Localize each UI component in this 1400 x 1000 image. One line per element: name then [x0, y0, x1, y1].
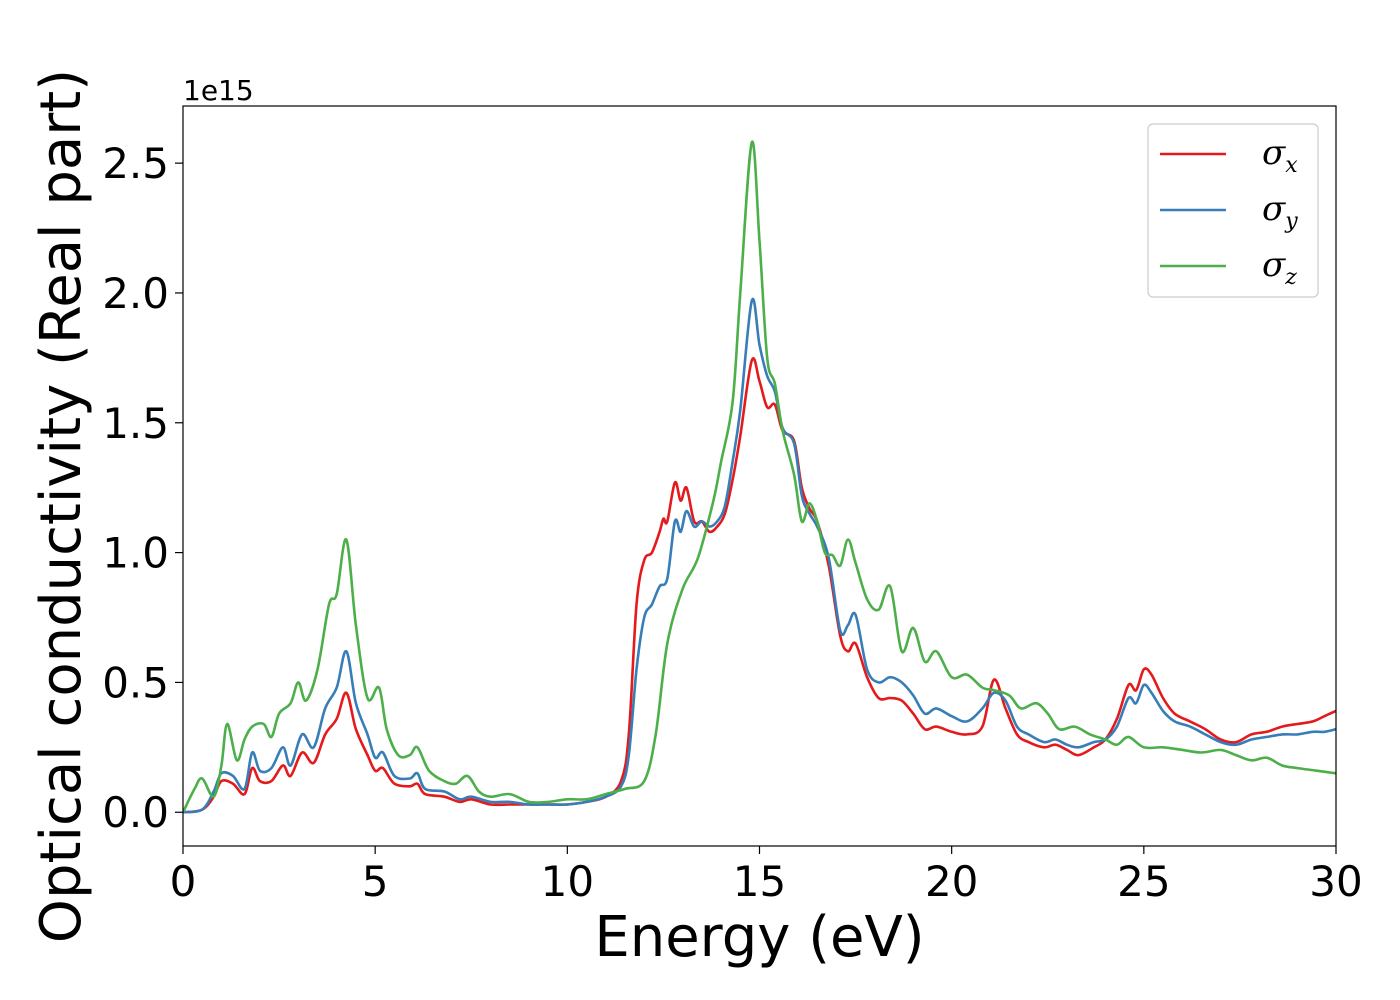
x-tick-label: 10: [541, 857, 594, 906]
y-tick-label: 2.5: [102, 139, 169, 188]
series-line-z: [183, 140, 1336, 813]
x-tick-label: 15: [733, 857, 786, 906]
series-layer: [183, 140, 1336, 814]
x-tick-label: 25: [1117, 857, 1170, 906]
y-tick-label: 2.0: [102, 269, 169, 318]
x-axis-ticks: 0 5 10 15 20 25 30: [170, 846, 1363, 906]
y-tick-label: 0.0: [102, 788, 169, 837]
legend-entry-x: σx: [1160, 133, 1298, 178]
y-tick-label: 1.5: [102, 399, 169, 448]
series-line-y: [183, 297, 1336, 814]
x-tick-label: 20: [925, 857, 978, 906]
legend-label: σz: [1262, 245, 1297, 290]
y-offset-label: 1e15: [183, 74, 254, 107]
legend: σx σy σz: [1147, 123, 1319, 298]
y-tick-label: 0.5: [102, 658, 169, 707]
x-tick-label: 5: [362, 857, 389, 906]
legend-label: σx: [1262, 133, 1298, 178]
x-tick-label: 30: [1309, 857, 1362, 906]
y-axis-title: Optical conductivity (Real part): [29, 69, 94, 943]
x-axis-title: Energy (eV): [594, 905, 924, 970]
x-tick-label: 0: [170, 857, 197, 906]
legend-label: σy: [1262, 189, 1298, 234]
y-tick-label: 1.0: [102, 529, 169, 578]
legend-entry-z: σz: [1160, 245, 1297, 290]
legend-box: [1147, 123, 1319, 298]
legend-entry-y: σy: [1160, 189, 1298, 234]
y-axis-ticks: 0.0 0.5 1.0 1.5 2.0 2.5: [102, 139, 183, 837]
series-line-x: [183, 357, 1336, 814]
